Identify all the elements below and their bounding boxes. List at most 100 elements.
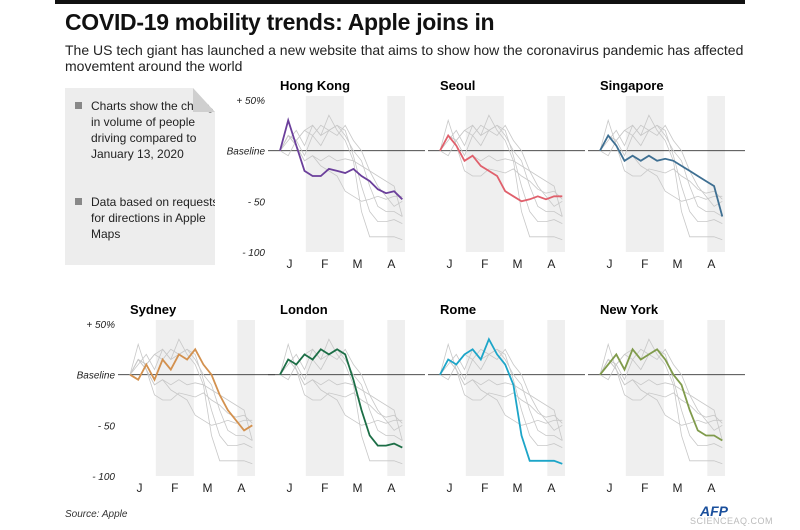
x-tick-label: J [287, 481, 293, 495]
shaded-period [625, 320, 664, 476]
background-line [439, 358, 563, 441]
shaded-period [305, 320, 344, 476]
panel-rome: Rome J F M A [428, 302, 585, 495]
y-tick-label: + 50% [236, 96, 265, 107]
series-line [279, 117, 403, 200]
shaded-period [547, 96, 565, 252]
panel-sydney: Sydney J F M A + 50% Baseline - 50 - 100 [77, 302, 275, 495]
note-item: Charts show the change in volume of peop… [75, 98, 221, 162]
shaded-period [707, 320, 725, 476]
source-note: Source: Apple [65, 509, 128, 520]
panel-seoul: Seoul J F M A [428, 78, 585, 271]
shaded-period [237, 320, 255, 476]
background-line [279, 134, 403, 217]
x-tick-label: A [387, 481, 395, 495]
panel-title: Singapore [600, 78, 664, 93]
x-tick-label: A [547, 481, 555, 495]
panel-title: Sydney [130, 302, 177, 317]
shaded-period [387, 96, 405, 252]
x-tick-label: A [547, 257, 555, 271]
panel-london: London J F M A [268, 302, 425, 495]
background-line [129, 338, 253, 465]
panel-title: London [280, 302, 328, 317]
panel-hong-kong: Hong Kong J F M A + 50% Baseline - 50 - 100 [227, 78, 425, 271]
y-tick-label: Baseline [77, 371, 116, 382]
x-tick-label: J [137, 481, 143, 495]
panel-title: New York [600, 302, 659, 317]
panel-singapore: Singapore J F M A [588, 78, 745, 271]
y-tick-label: - 100 [92, 472, 115, 483]
x-tick-label: J [607, 481, 613, 495]
x-tick-label: J [447, 481, 453, 495]
bullet-square-icon [75, 198, 82, 205]
y-tick-label: - 100 [242, 248, 265, 259]
series-line [599, 347, 723, 442]
series-line [279, 348, 403, 449]
x-tick-label: F [171, 481, 178, 495]
shaded-period [707, 96, 725, 252]
panel-title: Hong Kong [280, 78, 350, 93]
shaded-period [547, 320, 565, 476]
x-tick-label: F [321, 481, 328, 495]
x-tick-label: A [237, 481, 245, 495]
y-tick-label: Baseline [227, 147, 266, 158]
top-rule [55, 0, 745, 4]
note-text: Data based on requests for directions in… [91, 195, 219, 241]
background-line [599, 114, 723, 241]
x-tick-label: M [202, 481, 212, 495]
note-text: Charts show the change in volume of peop… [91, 99, 221, 161]
page-title: COVID-19 mobility trends: Apple joins in [65, 9, 495, 35]
afp-logo: AFP [700, 503, 728, 519]
y-tick-label: + 50% [86, 320, 115, 331]
x-tick-label: A [387, 257, 395, 271]
background-line [129, 358, 253, 441]
x-tick-label: M [672, 257, 682, 271]
y-tick-label: - 50 [98, 421, 116, 432]
background-line [599, 338, 723, 465]
y-tick-label: - 50 [248, 197, 266, 208]
panel-title: Rome [440, 302, 476, 317]
background-line [279, 358, 403, 441]
x-tick-label: J [447, 257, 453, 271]
background-line [439, 124, 563, 217]
notes-box: Charts show the change in volume of peop… [65, 88, 215, 265]
x-tick-label: A [707, 257, 715, 271]
series-line [439, 133, 563, 203]
subtitle: The US tech giant has launched a new web… [65, 42, 744, 74]
background-line [599, 358, 723, 441]
x-tick-label: F [321, 257, 328, 271]
panel-title: Seoul [440, 78, 475, 93]
bullet-square-icon [75, 102, 82, 109]
background-line [439, 114, 563, 241]
shaded-period [465, 96, 504, 252]
background-line [599, 124, 723, 217]
note-item: Data based on requests for directions in… [75, 194, 219, 242]
x-tick-label: M [352, 481, 362, 495]
x-tick-label: F [481, 257, 488, 271]
x-tick-label: M [672, 481, 682, 495]
x-tick-label: J [607, 257, 613, 271]
x-tick-label: M [512, 481, 522, 495]
series-line [439, 337, 563, 465]
series-line [599, 133, 724, 217]
x-tick-label: F [641, 481, 648, 495]
background-line [279, 348, 403, 441]
background-line [439, 348, 563, 441]
shaded-period [625, 96, 664, 252]
shaded-period [387, 320, 405, 476]
x-tick-label: M [512, 257, 522, 271]
background-line [279, 114, 403, 241]
panel-new-york: New York J F M A [588, 302, 745, 495]
x-tick-label: J [287, 257, 293, 271]
x-tick-label: F [641, 257, 648, 271]
shaded-period [155, 320, 194, 476]
background-line [279, 124, 403, 217]
x-tick-label: M [352, 257, 362, 271]
shaded-period [305, 96, 344, 252]
series-line [129, 347, 253, 432]
x-tick-label: A [707, 481, 715, 495]
x-tick-label: F [481, 481, 488, 495]
shaded-period [465, 320, 504, 476]
watermark: SCIENCEAQ.COM [690, 516, 774, 526]
